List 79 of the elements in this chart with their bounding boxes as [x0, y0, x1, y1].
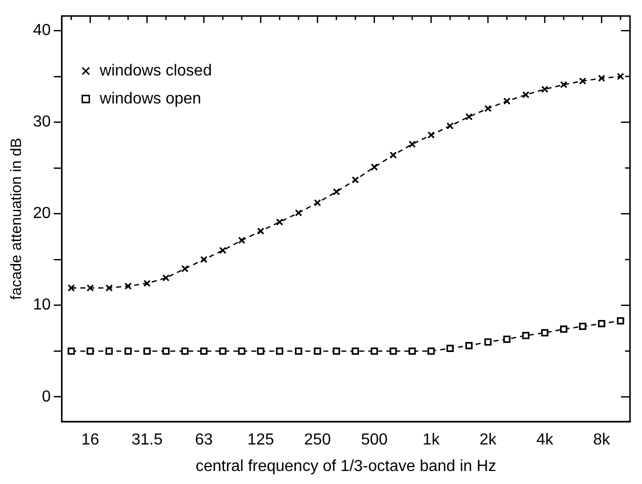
- point: [503, 98, 511, 105]
- point: [390, 152, 397, 159]
- point: [294, 347, 302, 355]
- point: [294, 209, 302, 216]
- y-tick-label: 0: [42, 388, 51, 406]
- x-tick-label: 250: [304, 432, 331, 449]
- point: [200, 256, 208, 264]
- point: [143, 280, 151, 287]
- x-tick-label: 16: [81, 432, 100, 449]
- x-tick-label: 8k: [593, 432, 612, 449]
- y-axis-title: facade attenuation in dB: [8, 138, 26, 300]
- point: [219, 246, 226, 254]
- point: [390, 347, 397, 355]
- point: [181, 265, 189, 272]
- point: [370, 163, 378, 171]
- point: [465, 113, 473, 120]
- x-tick-label: 4k: [536, 432, 554, 449]
- point: [276, 347, 284, 355]
- point: [541, 86, 548, 93]
- point: [352, 347, 359, 355]
- point: [541, 329, 548, 336]
- x-tick-label: 125: [247, 432, 274, 449]
- point: [579, 77, 586, 85]
- point: [560, 326, 568, 333]
- point: [238, 236, 246, 244]
- point: [106, 284, 113, 292]
- point: [219, 347, 226, 355]
- point: [446, 344, 454, 352]
- x-tick-label: 1k: [422, 432, 441, 449]
- point: [86, 284, 94, 292]
- point: [352, 176, 359, 184]
- y-tick-label: 30: [33, 114, 51, 131]
- x-tick-label: 2k: [479, 432, 498, 449]
- point: [408, 140, 416, 148]
- point: [162, 347, 170, 355]
- x-axis-title: central frequency of 1/3-octave band in Hz: [196, 458, 496, 475]
- point: [428, 131, 435, 139]
- point: [484, 338, 492, 346]
- point: [522, 332, 530, 340]
- point: [143, 347, 151, 355]
- point: [616, 72, 624, 80]
- point: [238, 347, 246, 355]
- point: [484, 104, 492, 112]
- point: [68, 284, 75, 292]
- x-tick-label: 500: [360, 432, 388, 449]
- point: [522, 91, 530, 98]
- point: [86, 347, 94, 355]
- point: [616, 317, 624, 325]
- point: [276, 218, 284, 226]
- point: [124, 282, 132, 290]
- point: [503, 336, 511, 343]
- point: [370, 347, 378, 355]
- legend-label: windows open: [98, 90, 202, 108]
- point: [314, 199, 322, 206]
- y-tick-label: 20: [33, 205, 51, 222]
- point: [332, 188, 340, 196]
- point: [181, 347, 189, 355]
- point: [465, 342, 473, 350]
- point: [124, 347, 132, 355]
- point: [446, 122, 454, 130]
- point: [106, 347, 113, 355]
- point: [428, 347, 435, 355]
- point: [408, 347, 416, 355]
- point: [68, 347, 75, 355]
- point: [200, 347, 208, 355]
- point: [332, 347, 340, 355]
- point: [314, 347, 322, 355]
- point: [598, 74, 606, 82]
- point: [598, 320, 606, 328]
- y-tick-label: 10: [33, 296, 51, 314]
- x-tick-label: 63: [194, 432, 213, 449]
- point: [579, 322, 586, 330]
- point: [257, 228, 264, 235]
- point: [560, 81, 568, 88]
- x-tick-label: 31.5: [131, 432, 163, 449]
- legend-label: windows closed: [98, 62, 212, 80]
- y-tick-label: 40: [33, 22, 51, 40]
- point: [257, 347, 264, 355]
- point: [162, 274, 170, 282]
